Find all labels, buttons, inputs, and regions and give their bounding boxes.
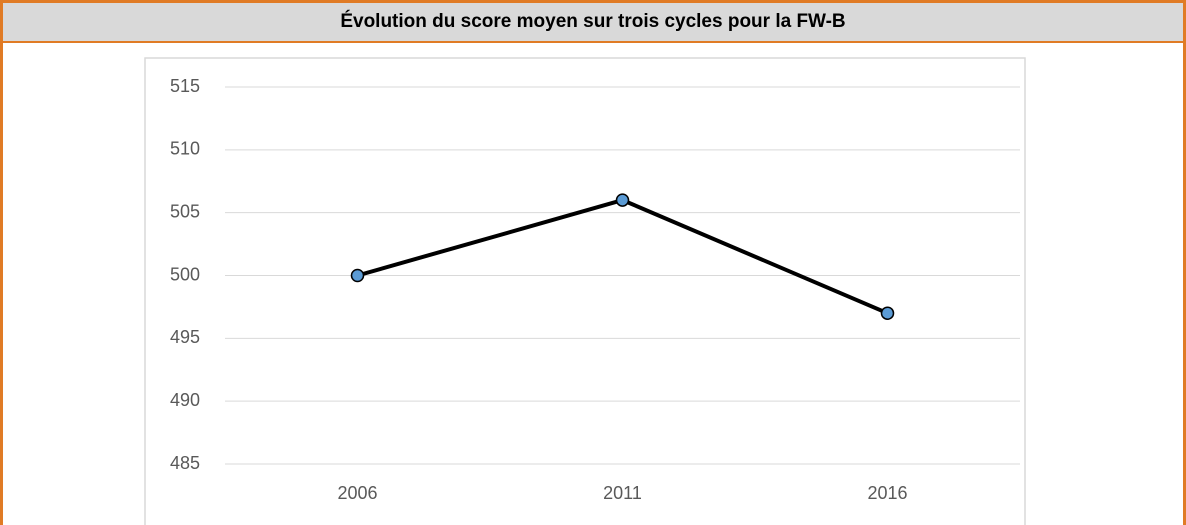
x-tick-label: 2011 [603, 483, 642, 503]
data-point [615, 193, 630, 207]
data-point [350, 268, 365, 283]
y-tick-label: 505 [170, 201, 200, 221]
y-tick-label: 515 [170, 76, 200, 96]
chart-title: Évolution du score moyen sur trois cycle… [0, 0, 1186, 43]
data-point [880, 306, 895, 320]
x-tick-label: 2006 [337, 483, 377, 503]
y-tick-label: 500 [170, 264, 200, 284]
y-tick-label: 485 [170, 453, 200, 473]
y-tick-label: 490 [170, 390, 200, 410]
y-tick-label: 495 [170, 327, 200, 347]
frame-border [0, 40, 3, 525]
y-tick-label: 510 [170, 139, 200, 159]
chart-area [144, 57, 1026, 525]
frame-border [1183, 40, 1186, 525]
x-tick-label: 2016 [867, 483, 907, 503]
